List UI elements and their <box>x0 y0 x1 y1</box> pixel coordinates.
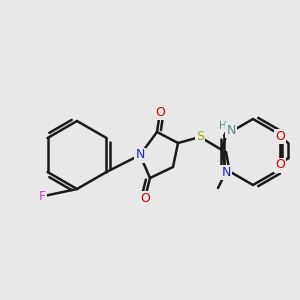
Text: N: N <box>226 124 236 136</box>
Text: F: F <box>39 190 46 203</box>
Text: O: O <box>275 158 285 172</box>
Text: N: N <box>221 166 231 178</box>
Text: O: O <box>155 106 165 118</box>
Text: H: H <box>219 121 227 131</box>
Text: O: O <box>275 130 285 142</box>
Text: S: S <box>196 130 204 143</box>
Text: N: N <box>135 148 145 161</box>
Text: O: O <box>140 191 150 205</box>
